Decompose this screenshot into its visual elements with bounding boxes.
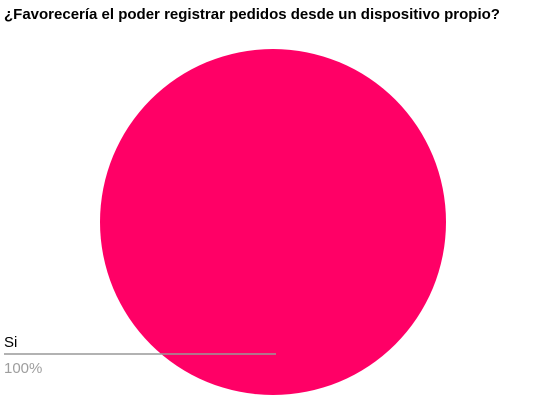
slice-label-0: Si [4,334,17,351]
slice-percent-0: 100% [4,360,42,377]
pie-slice-0 [100,49,446,395]
chart-title: ¿Favorecería el poder registrar pedidos … [4,6,500,23]
